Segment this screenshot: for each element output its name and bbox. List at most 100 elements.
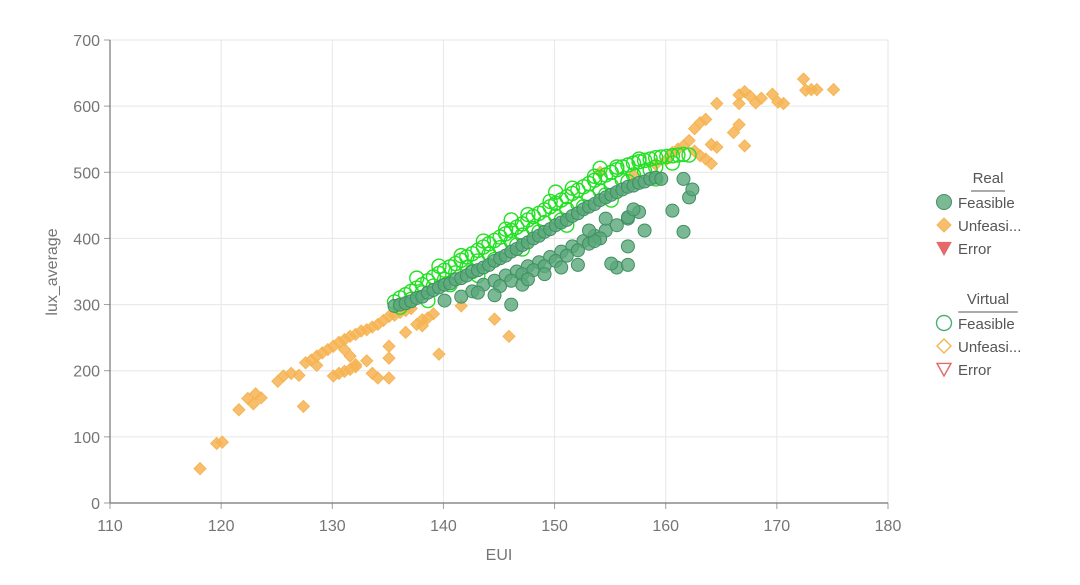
data-point bbox=[710, 140, 724, 154]
x-tick-label: 150 bbox=[541, 518, 568, 535]
data-point bbox=[726, 125, 741, 140]
data-point bbox=[520, 206, 536, 223]
data-point bbox=[497, 221, 514, 237]
data-point bbox=[609, 159, 625, 175]
data-point bbox=[710, 96, 724, 111]
y-tick-label: 400 bbox=[73, 231, 100, 248]
data-point bbox=[537, 267, 552, 282]
data-point bbox=[382, 371, 396, 385]
data-point bbox=[432, 347, 446, 361]
legend-entry-label: Unfeasi... bbox=[958, 339, 1021, 356]
y-tick-label: 300 bbox=[73, 298, 100, 315]
data-point bbox=[453, 247, 469, 264]
data-point bbox=[676, 224, 691, 239]
y-axis-title: lux_average bbox=[44, 228, 61, 315]
data-point bbox=[454, 289, 469, 304]
y-tick-label: 500 bbox=[73, 165, 100, 182]
data-point bbox=[586, 168, 603, 184]
data-point bbox=[310, 358, 324, 373]
x-tick-label: 180 bbox=[875, 518, 902, 535]
data-point bbox=[664, 148, 681, 164]
data-point bbox=[559, 248, 574, 263]
data-point bbox=[609, 218, 624, 233]
data-point bbox=[570, 243, 585, 258]
data-point bbox=[598, 211, 613, 226]
data-point bbox=[398, 325, 413, 340]
data-point bbox=[732, 96, 746, 111]
data-point bbox=[681, 147, 697, 163]
y-tick-label: 600 bbox=[73, 99, 100, 116]
data-point bbox=[520, 272, 535, 287]
legend-marker-icon bbox=[935, 314, 953, 332]
data-point bbox=[592, 160, 608, 177]
data-point bbox=[475, 233, 492, 249]
data-point bbox=[765, 87, 780, 101]
data-point bbox=[704, 156, 718, 171]
data-point bbox=[826, 82, 841, 97]
data-point bbox=[631, 151, 647, 167]
data-point bbox=[292, 368, 306, 383]
data-point bbox=[620, 239, 635, 254]
data-point bbox=[246, 397, 261, 411]
legend-entry-label: Unfeasi... bbox=[958, 218, 1021, 235]
legend-marker-icon bbox=[936, 241, 952, 257]
data-point bbox=[776, 96, 791, 111]
data-point bbox=[665, 203, 680, 218]
legend-group-title: Virtual bbox=[967, 291, 1009, 308]
data-point bbox=[685, 182, 700, 197]
legend-marker-icon bbox=[936, 338, 952, 354]
data-point bbox=[570, 257, 585, 272]
data-point bbox=[382, 339, 396, 353]
x-tick-label: 170 bbox=[764, 518, 791, 535]
axes: 110 120 130 140 150 160 170 180 0 100 200 300 400 500… bbox=[73, 33, 901, 535]
legend-marker-icon bbox=[936, 194, 952, 210]
legend-marker-icon bbox=[936, 217, 952, 233]
x-axis-title: EUI bbox=[486, 547, 513, 564]
data-point bbox=[636, 152, 653, 169]
x-tick-label: 160 bbox=[652, 518, 679, 535]
data-point bbox=[670, 147, 686, 163]
data-point bbox=[564, 180, 581, 196]
y-tick-label: 700 bbox=[73, 33, 100, 50]
y-tick-label: 100 bbox=[73, 430, 100, 447]
data-point bbox=[470, 285, 485, 300]
data-point bbox=[426, 307, 441, 321]
legend-entry-label: Feasible bbox=[958, 316, 1015, 333]
legend-entry-label: Error bbox=[958, 362, 991, 379]
data-point bbox=[637, 223, 652, 238]
data-point bbox=[626, 202, 641, 217]
data-point bbox=[604, 256, 619, 271]
data-point bbox=[415, 319, 430, 333]
data-points bbox=[193, 72, 841, 476]
data-point bbox=[193, 461, 207, 476]
data-point bbox=[296, 399, 311, 414]
data-point bbox=[254, 391, 268, 405]
data-point bbox=[547, 184, 564, 200]
data-point bbox=[431, 258, 447, 274]
data-point bbox=[437, 293, 452, 308]
data-point bbox=[232, 403, 246, 417]
data-point bbox=[682, 133, 696, 148]
data-point bbox=[796, 72, 811, 86]
x-tick-label: 140 bbox=[430, 518, 457, 535]
data-point bbox=[487, 288, 502, 303]
data-point bbox=[582, 223, 597, 238]
data-point bbox=[343, 349, 357, 363]
data-point bbox=[487, 312, 502, 326]
data-point bbox=[754, 91, 769, 105]
x-tick-label: 120 bbox=[208, 518, 235, 535]
data-point bbox=[676, 171, 691, 186]
data-point bbox=[215, 435, 229, 449]
data-point bbox=[371, 371, 385, 385]
x-tick-label: 110 bbox=[97, 518, 123, 535]
y-tick-label: 200 bbox=[73, 364, 100, 381]
data-point bbox=[654, 171, 669, 186]
data-point bbox=[348, 360, 363, 374]
data-point bbox=[732, 117, 746, 132]
grid-lines bbox=[110, 39, 889, 503]
data-point bbox=[664, 155, 681, 171]
data-point bbox=[554, 260, 569, 275]
data-point bbox=[503, 212, 519, 228]
data-point bbox=[360, 354, 374, 368]
